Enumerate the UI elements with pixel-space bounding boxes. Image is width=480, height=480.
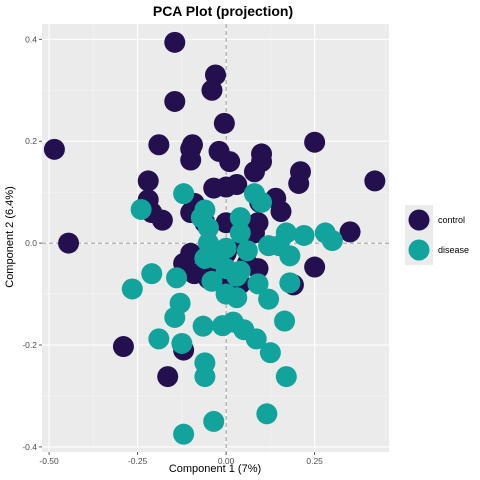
disease-point xyxy=(130,198,152,220)
disease-point xyxy=(194,366,216,388)
control-point xyxy=(137,170,159,192)
disease-point xyxy=(197,217,219,239)
control-point xyxy=(201,79,223,101)
disease-point xyxy=(279,245,301,267)
disease-point xyxy=(229,222,251,244)
x-axis-ticks: -0.50 -0.25 0.00 0.25 xyxy=(39,452,323,466)
y-tick-label: 0.4 xyxy=(25,34,37,44)
y-axis-title: Component 2 (6.4%) xyxy=(4,186,16,288)
control-point xyxy=(151,209,173,231)
disease-point xyxy=(258,288,280,310)
control-point xyxy=(247,258,269,280)
x-tick-label: 0.00 xyxy=(218,456,235,466)
legend-label-disease: disease xyxy=(438,245,469,255)
x-tick-label: -0.25 xyxy=(128,456,148,466)
control-point xyxy=(157,366,179,388)
control-point xyxy=(164,90,186,112)
y-tick-label: -0.2 xyxy=(22,340,37,350)
disease-point xyxy=(236,240,258,262)
control-point xyxy=(164,31,186,53)
disease-point xyxy=(275,366,297,388)
control-point xyxy=(58,232,80,254)
disease-point xyxy=(194,247,216,269)
control-point xyxy=(219,151,241,173)
y-tick-label: -0.4 xyxy=(22,442,37,452)
disease-point xyxy=(274,310,296,332)
control-point xyxy=(180,138,202,160)
disease-point xyxy=(245,328,267,350)
disease-point xyxy=(256,403,278,425)
disease-point xyxy=(171,332,193,354)
disease-point xyxy=(192,315,214,337)
disease-point xyxy=(258,235,280,257)
disease-point xyxy=(148,328,170,350)
control-point xyxy=(112,336,134,358)
legend-key-disease xyxy=(408,239,430,261)
disease-point xyxy=(259,342,281,364)
disease-point xyxy=(247,273,269,295)
control-point xyxy=(43,138,65,160)
disease-point xyxy=(166,267,188,289)
disease-point xyxy=(229,207,251,229)
control-point xyxy=(339,221,361,243)
disease-point xyxy=(201,270,223,292)
control-point xyxy=(148,134,170,156)
control-point xyxy=(364,170,386,192)
disease-point xyxy=(164,306,186,328)
control-point xyxy=(243,161,265,183)
control-point xyxy=(288,172,310,194)
disease-point xyxy=(226,287,248,309)
disease-point xyxy=(141,263,163,285)
disease-point xyxy=(321,230,343,252)
x-axis-title: Component 1 (7%) xyxy=(169,463,261,475)
y-tick-label: 0.0 xyxy=(25,238,37,248)
y-axis-ticks: -0.4 -0.2 0.0 0.2 0.4 xyxy=(22,34,42,452)
control-point xyxy=(270,201,292,223)
disease-point xyxy=(226,265,248,287)
legend-key-control xyxy=(408,209,430,231)
disease-point xyxy=(279,272,301,294)
legend-label-control: control xyxy=(438,215,465,225)
x-tick-label: 0.25 xyxy=(306,456,323,466)
disease-point xyxy=(121,278,143,300)
control-point xyxy=(226,174,248,195)
legend: control disease xyxy=(405,205,469,265)
control-point xyxy=(304,256,326,278)
disease-point xyxy=(203,410,225,432)
disease-point xyxy=(251,191,273,213)
data-points xyxy=(43,31,386,445)
chart-title: PCA Plot (projection) xyxy=(153,3,293,19)
x-tick-label: -0.50 xyxy=(39,456,59,466)
disease-point xyxy=(173,183,195,205)
y-tick-label: 0.2 xyxy=(25,136,37,146)
disease-point xyxy=(173,423,195,445)
disease-point xyxy=(293,224,315,246)
control-point xyxy=(304,131,326,153)
control-point xyxy=(213,112,235,134)
